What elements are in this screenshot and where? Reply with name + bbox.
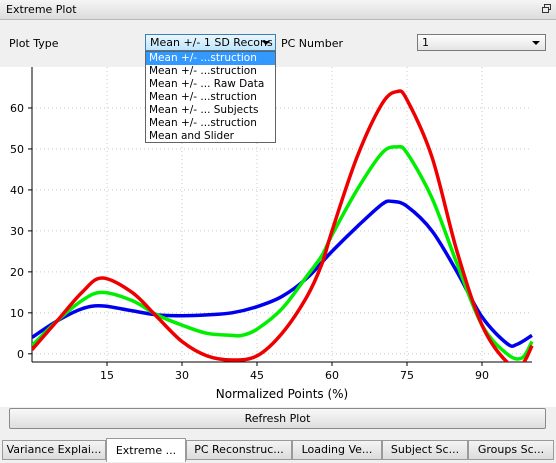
plot-type-dropdown: Mean +/- ...struction Mean +/- ...struct… (145, 51, 276, 143)
tab-variance-explained[interactable]: Variance Explai... (2, 440, 106, 460)
plot-type-label: Plot Type (9, 37, 59, 50)
dropdown-option[interactable]: Mean +/- ...struction (146, 52, 275, 65)
dropdown-option[interactable]: Mean and Slider (149, 130, 234, 142)
panel-titlebar: Extreme Plot (0, 0, 556, 20)
x-tick-label: 60 (325, 369, 339, 382)
y-tick-label: 0 (17, 348, 24, 361)
tab-loading-vectors[interactable]: Loading Ve... (292, 440, 382, 460)
dropdown-option[interactable]: Mean +/- ...struction (149, 65, 257, 77)
dropdown-option[interactable]: Mean +/- ... Subjects (149, 104, 259, 116)
pc-number-label: PC Number (281, 37, 343, 50)
series-line (32, 144, 534, 361)
series-line (32, 199, 533, 348)
plot-type-value: Mean +/- 1 SD Recons (150, 36, 273, 49)
extreme-plot-chart: 0 10 20 30 40 50 60 15 30 45 60 75 90 Normalized Poin… (10, 67, 534, 401)
x-tick-label: 30 (175, 369, 189, 382)
tab-bar: Variance Explai... Extreme ... PC Recons… (0, 437, 556, 463)
panel-title: Extreme Plot (6, 3, 77, 16)
plot-area: 0 10 20 30 40 50 60 15 30 45 60 75 90 Normalized Poin… (0, 67, 556, 407)
float-window-icon[interactable] (542, 4, 551, 13)
chevron-down-icon (262, 41, 270, 45)
pc-number-value: 1 (422, 36, 429, 49)
y-tick-label: 30 (10, 225, 24, 238)
dropdown-option[interactable]: Mean +/- ... Raw Data (149, 78, 265, 90)
dropdown-option[interactable]: Mean +/- ...struction (149, 117, 257, 129)
dropdown-option[interactable]: Mean +/- ...struction (149, 91, 257, 103)
plot-type-select[interactable]: Mean +/- 1 SD Recons (145, 34, 276, 51)
x-axis-label: Normalized Points (%) (216, 387, 349, 401)
x-tick-label: 75 (400, 369, 414, 382)
y-tick-label: 60 (10, 102, 24, 115)
tab-extreme-plot[interactable]: Extreme ... (106, 438, 186, 462)
tab-pc-reconstruction[interactable]: PC Reconstruc... (186, 440, 292, 460)
x-tick-label: 90 (475, 369, 489, 382)
y-tick-label: 20 (10, 266, 24, 279)
series-line (32, 89, 534, 362)
x-tick-label: 45 (250, 369, 264, 382)
x-tick-label: 15 (100, 369, 114, 382)
y-tick-label: 40 (10, 184, 24, 197)
chevron-down-icon (532, 41, 540, 45)
refresh-plot-button[interactable]: Refresh Plot (9, 408, 546, 429)
pc-number-select[interactable]: 1 (417, 34, 546, 51)
y-tick-label: 50 (10, 143, 24, 156)
y-tick-label: 10 (10, 307, 24, 320)
tab-subject-scores[interactable]: Subject Sc... (382, 440, 468, 460)
tab-groups-scores[interactable]: Groups Sc... (468, 440, 554, 460)
